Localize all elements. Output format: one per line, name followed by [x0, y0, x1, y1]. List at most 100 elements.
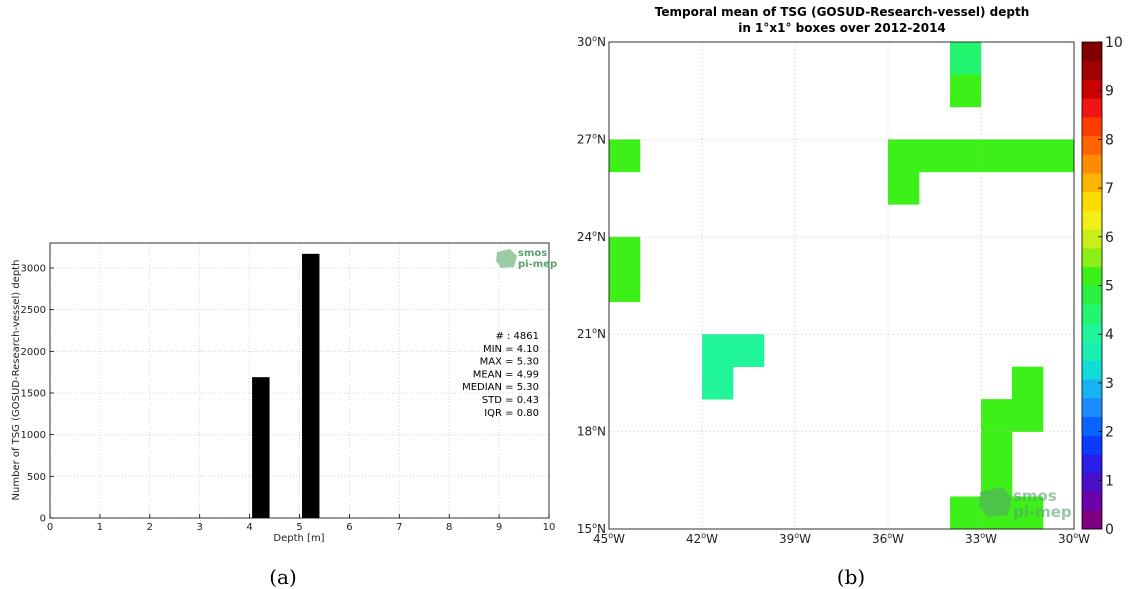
histogram-stat-line: MAX = 5.30 — [480, 357, 539, 368]
tick-hemisphere: W — [1078, 532, 1090, 546]
tick-hemisphere: W — [706, 532, 718, 546]
colorbar-tick-label: 10 — [1105, 35, 1123, 51]
map-title-line1: Temporal mean of TSG (GOSUD-Research-ves… — [655, 5, 1030, 19]
colorbar-segment — [1082, 379, 1102, 399]
smos-logo-icon — [979, 487, 1012, 517]
histogram-bars — [252, 253, 320, 519]
histogram-x-tick-label: 0 — [47, 522, 53, 533]
tick-value: 18 — [577, 425, 592, 439]
smos-logo-icon — [496, 249, 517, 268]
histogram-y-axis-label: Number of TSG (GOSUD-Research-vessel) de… — [11, 260, 22, 501]
colorbar-ticks: 0 1 2 3 4 5 6 7 8 9 10 — [1098, 35, 1123, 538]
histogram-stat-line: STD = 0.43 — [482, 395, 539, 406]
colorbar-segment — [1082, 60, 1102, 80]
degree-mark: o — [592, 424, 597, 433]
degree-mark: o — [592, 34, 597, 43]
map-latitude-tick-label: 21oN — [577, 326, 606, 341]
colorbar-segment — [1082, 191, 1102, 211]
colorbar-segment — [1082, 304, 1102, 324]
histogram-y-tick-label: 1000 — [21, 430, 46, 441]
colorbar-segment — [1082, 454, 1102, 474]
histogram-x-tick-label: 4 — [246, 522, 252, 533]
tick-value: 15 — [577, 522, 592, 536]
tick-hemisphere: W — [892, 532, 904, 546]
logo-text-line2: pi-mep — [518, 259, 557, 270]
colorbar — [1082, 42, 1102, 530]
histogram-y-tick-label: 2000 — [21, 347, 46, 358]
logo-text-line2: pi-mep — [1013, 503, 1072, 521]
histogram-x-tick-label: 3 — [197, 522, 203, 533]
degree-mark: o — [592, 131, 597, 140]
map-cell — [919, 139, 951, 173]
map-latitude-tick-label: 27oN — [577, 131, 606, 146]
map-longitude-tick-label: 33oW — [965, 531, 997, 546]
colorbar-segment — [1082, 341, 1102, 361]
tick-hemisphere: N — [597, 230, 606, 244]
histogram-y-tick-label: 500 — [27, 472, 46, 483]
map-cell — [950, 139, 982, 173]
tick-hemisphere: N — [597, 522, 606, 536]
colorbar-tick-label: 3 — [1105, 376, 1114, 392]
map-latitude-tick-label: 24oN — [577, 229, 606, 244]
histogram-stat-line: IQR = 0.80 — [484, 408, 539, 419]
map-cell — [609, 236, 641, 270]
degree-mark: o — [980, 531, 985, 540]
tick-hemisphere: W — [799, 532, 811, 546]
colorbar-tick-label: 6 — [1105, 230, 1114, 246]
histogram-x-tick-label: 8 — [446, 522, 452, 533]
map-title-line2: in 1°x1° boxes over 2012-2014 — [738, 21, 946, 35]
tick-value: 33 — [965, 532, 980, 546]
panel-label-b: (b) — [837, 565, 865, 589]
histogram-panel: 0 1 2 3 4 5 6 7 8 9 10 0 500 1000 1500 2000 2500 3000 De… — [11, 242, 557, 589]
tick-value: 42 — [686, 532, 701, 546]
colorbar-tick-label: 8 — [1105, 132, 1114, 148]
histogram-y-tick-label: 3000 — [21, 264, 46, 275]
histogram-x-tick-label: 6 — [346, 522, 352, 533]
colorbar-segment — [1082, 510, 1102, 530]
histogram-y-ticks: 0 500 1000 1500 2000 2500 3000 — [21, 264, 54, 525]
colorbar-segment — [1082, 135, 1102, 155]
map-logo: smos pi-mep — [979, 487, 1072, 521]
map-cell — [981, 399, 1013, 432]
histogram-x-tick-label: 5 — [296, 522, 302, 533]
histogram-x-tick-label: 9 — [496, 522, 502, 533]
map-cell — [702, 334, 734, 367]
histogram-x-tick-label: 1 — [97, 522, 103, 533]
map-cell — [702, 366, 734, 400]
degree-mark: o — [887, 531, 892, 540]
map-longitude-tick-label: 39oW — [779, 531, 811, 546]
colorbar-segment — [1082, 435, 1102, 455]
colorbar-segment — [1082, 248, 1102, 268]
colorbar-segment — [1082, 79, 1102, 99]
colorbar-tick-label: 9 — [1105, 84, 1114, 100]
map-cell — [950, 74, 982, 108]
colorbar-segment — [1082, 360, 1102, 380]
histogram-gridlines — [49, 243, 550, 519]
histogram-x-tick-label: 7 — [396, 522, 402, 533]
histogram-x-axis-label: Depth [m] — [273, 533, 324, 544]
tick-value: 27 — [577, 132, 592, 146]
map-longitude-tick-label: 42oW — [686, 531, 718, 546]
colorbar-segment — [1082, 116, 1102, 137]
tick-hemisphere: N — [597, 327, 606, 341]
degree-mark: o — [794, 531, 799, 540]
tick-value: 45 — [593, 532, 608, 546]
histogram-stat-line: MIN = 4.10 — [483, 344, 539, 355]
tick-hemisphere: N — [597, 425, 606, 439]
degree-mark: o — [592, 326, 597, 335]
tick-value: 30 — [577, 35, 592, 49]
colorbar-segment — [1082, 154, 1102, 174]
tick-hemisphere: W — [613, 532, 625, 546]
colorbar-segment — [1082, 229, 1102, 249]
degree-mark: o — [608, 531, 613, 540]
histogram-x-tick-label: 2 — [147, 522, 153, 533]
degree-mark: o — [1073, 531, 1078, 540]
histogram-bar — [252, 377, 270, 518]
map-cell — [981, 139, 1013, 173]
map-cell — [888, 139, 920, 173]
colorbar-segment — [1082, 491, 1102, 511]
colorbar-tick-label: 1 — [1105, 473, 1114, 489]
